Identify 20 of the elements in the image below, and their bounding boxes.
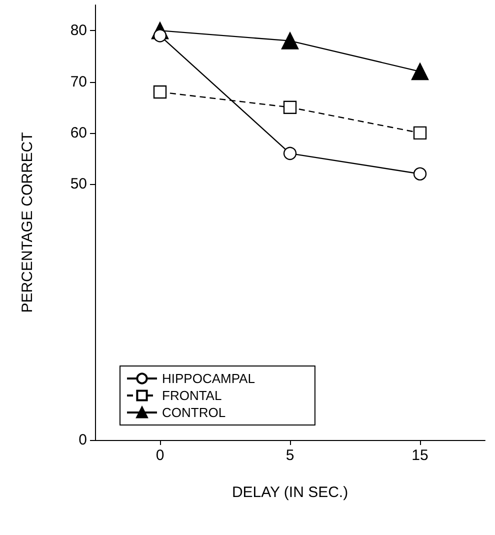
x-tick-label: 0 <box>156 447 164 464</box>
point <box>153 85 167 99</box>
point <box>413 126 427 140</box>
point <box>283 146 297 160</box>
x-axis-title: DELAY (IN SEC.) <box>232 484 348 501</box>
point <box>283 100 297 114</box>
y-tick-label: 80 <box>70 22 87 40</box>
x-tick-label: 15 <box>412 447 428 464</box>
y-axis-title: PERCENTAGE CORRECT <box>19 132 36 313</box>
point <box>411 62 429 80</box>
legend-label: FRONTAL <box>162 388 222 403</box>
y-tick-label: 0 <box>78 432 87 448</box>
point <box>413 167 427 180</box>
legend-label: HIPPOCAMPAL <box>162 371 255 386</box>
y-tick-label: 70 <box>70 73 87 90</box>
legend-label: CONTROL <box>162 405 226 420</box>
x-tick-label: 5 <box>286 447 294 464</box>
y-tick-label: 60 <box>70 124 87 142</box>
y-tick-label: 50 <box>70 176 87 193</box>
point <box>281 32 299 50</box>
